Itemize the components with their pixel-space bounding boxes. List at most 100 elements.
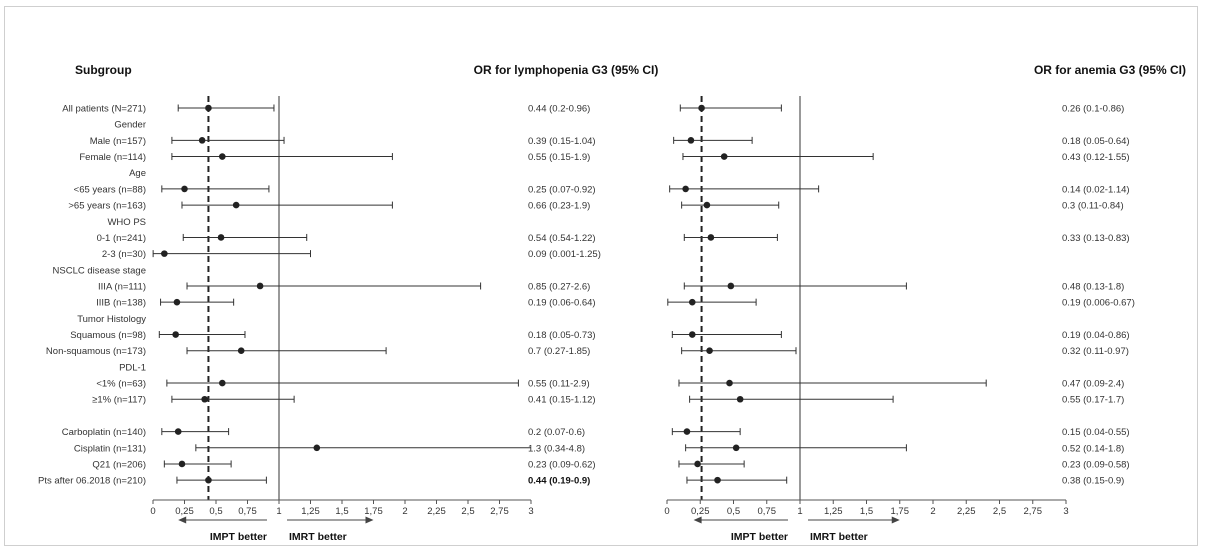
subgroup-label: ≥1% (n=117) [92,395,146,406]
odds-ratio-point [232,201,240,209]
subgroup-label: <65 years (n=88) [74,184,146,195]
imrt-better-arrowhead [365,516,374,524]
or-value-label: 0.44 (0.19-0.9) [528,476,590,487]
x-tick-label: 3 [1063,506,1068,517]
odds-ratio-point [682,185,689,193]
odds-ratio-point [173,298,181,306]
impt-better-label: IMPT better [731,531,788,543]
subgroup-label: <1% (n=63) [96,379,146,390]
or-value-label: 0.43 (0.12-1.55) [1062,152,1130,163]
or-value-label: 1.3 (0.34-4.8) [528,443,585,454]
or-value-label: 0.55 (0.11-2.9) [528,379,590,390]
odds-ratio-point [736,395,744,403]
odds-ratio-point [687,137,695,144]
x-tick-label: 1,25 [824,506,843,517]
subgroup-heading: Tumor Histology [77,314,146,325]
x-tick-label: 1,5 [335,506,348,517]
odds-ratio-point [703,201,711,209]
lymphopenia-panel: 0 0,25 0,5 0,75 1 1,25 1,5 1,75 2 2,25 2,5 2,75 3 IMP… [150,96,601,543]
x-tick-label: 0 [150,506,155,517]
odds-ratio-point [161,250,168,257]
odds-ratio-point [313,444,321,452]
subgroup-labels: All patients (N=271) Gender Male (n=157) Fe… [38,104,146,487]
x-tick-label: 0,75 [758,506,777,517]
subgroup-label: Pts after 06.2018 (n=210) [38,476,146,487]
x-tick-label: 1,75 [364,506,383,517]
or-value-label: 0.3 (0.11-0.84) [1062,201,1124,212]
or-value-label: 0.19 (0.06-0.64) [528,298,596,309]
x-tick-label: 2 [402,506,407,517]
or-value-label: 0.23 (0.09-0.62) [528,459,596,470]
x-tick-label: 2,25 [427,506,446,517]
odds-ratio-point [714,476,721,484]
or-value-label: 0.19 (0.04-0.86) [1062,330,1130,341]
odds-ratio-point [178,460,186,468]
odds-ratio-point [720,153,728,160]
or-value-label: 0.44 (0.2-0.96) [528,104,590,115]
x-tick-label: 0 [664,506,669,517]
or-value-label: 0.23 (0.09-0.58) [1062,459,1130,470]
x-tick-label: 2,75 [1024,506,1043,517]
x-tick-label: 2 [930,506,935,517]
x-tick-label: 1 [797,506,802,517]
or-value-label: 0.19 (0.006-0.67) [1062,298,1135,309]
x-tick-label: 2,75 [490,506,509,517]
or-value-label: 0.09 (0.001-1.25) [528,249,601,260]
subgroup-heading: Age [129,168,146,179]
subgroup-header: Subgroup [75,63,132,77]
or-value-label: 0.18 (0.05-0.73) [528,330,596,341]
or-value-label: 0.25 (0.07-0.92) [528,184,596,195]
impt-better-arrowhead [693,516,702,524]
odds-ratio-point [219,379,226,387]
odds-ratio-point [694,460,701,468]
imrt-better-label: IMRT better [289,531,347,543]
subgroup-label: Squamous (n=98) [70,330,146,341]
subgroup-label: Non-squamous (n=173) [46,346,146,357]
odds-ratio-point [174,428,182,435]
odds-ratio-point [181,185,188,193]
or-value-label: 0.18 (0.05-0.64) [1062,136,1130,147]
impt-better-arrowhead [178,516,187,524]
or-value-label: 0.33 (0.13-0.83) [1062,233,1130,244]
subgroup-heading: NSCLC disease stage [53,265,146,276]
x-tick-label: 3 [528,506,533,517]
anemia-panel: 0 0,25 0,5 0,75 1 1,25 1,5 1,75 2 2,25 2,5 2,75 3 IMP… [664,96,1135,543]
subgroup-heading: WHO PS [107,217,146,228]
subgroup-label: IIIB (n=138) [96,298,146,309]
x-tick-label: 2,25 [957,506,976,517]
or-value-label: 0.15 (0.04-0.55) [1062,427,1130,438]
or-value-label: 0.54 (0.54-1.22) [528,233,596,244]
x-tick-label: 1 [276,506,281,517]
odds-ratio-point [219,153,226,160]
or-value-label: 0.47 (0.09-2.4) [1062,379,1124,390]
odds-ratio-point [237,347,245,355]
subgroup-heading: Gender [114,120,146,131]
x-tick-label: 1,25 [301,506,320,517]
or-value-label: 0.2 (0.07-0.6) [528,427,585,438]
imrt-better-label: IMRT better [810,531,868,543]
or-value-label: 0.38 (0.15-0.9) [1062,476,1124,487]
x-tick-label: 2,5 [461,506,474,517]
odds-ratio-point [732,444,740,452]
odds-ratio-point [707,234,715,241]
subgroup-heading: PDL-1 [119,362,146,373]
odds-ratio-point [688,331,696,338]
or-value-label: 0.66 (0.23-1.9) [528,201,590,212]
odds-ratio-point [726,379,733,387]
odds-ratio-point [205,104,212,112]
or-value-label: 0.52 (0.14-1.8) [1062,443,1124,454]
or-value-label: 0.55 (0.17-1.7) [1062,395,1124,406]
x-tick-label: 1,75 [891,506,910,517]
x-tick-label: 1,5 [860,506,873,517]
subgroup-label: 0-1 (n=241) [97,233,146,244]
odds-ratio-point [201,395,208,403]
or-value-label: 0.39 (0.15-1.04) [528,136,596,147]
or-value-label: 0.41 (0.15-1.12) [528,395,596,406]
odds-ratio-point [727,282,735,290]
subgroup-label: IIIA (n=111) [98,281,146,292]
subgroup-label: 2-3 (n=30) [102,249,146,260]
odds-ratio-point [256,282,264,290]
anemia-panel-title: OR for anemia G3 (95% CI) [1034,63,1186,77]
x-tick-label: 2,5 [993,506,1006,517]
